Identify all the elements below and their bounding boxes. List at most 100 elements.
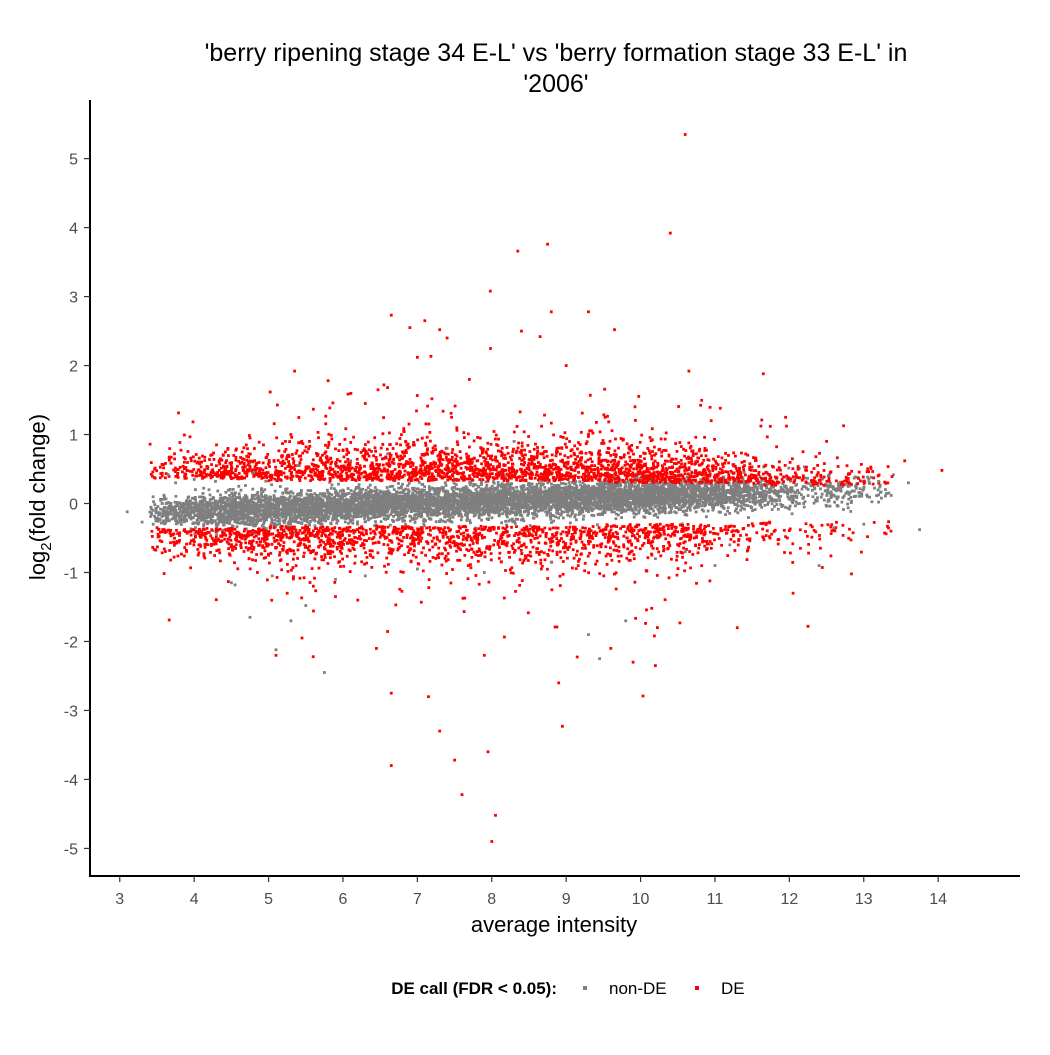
non-de-point-cloud [318,517,322,521]
non-de-point-cloud [194,503,198,507]
non-de-point-cloud [569,505,572,509]
non-de-point-cloud [251,520,255,524]
non-de-point-cloud [412,486,416,490]
non-de-point-cloud [538,481,541,485]
non-de-point-cloud [746,491,750,495]
non-de-point-cloud [278,485,282,488]
non-de-point-cloud [170,517,174,521]
non-de-point-cloud [161,512,165,516]
non-de-point-cloud [649,497,653,500]
non-de-point-cloud [479,508,483,511]
non-de-point-cloud [615,512,618,516]
non-de-point-cloud [774,499,777,503]
non-de-point-cloud [617,513,620,517]
non-de-point-cloud [614,492,618,496]
non-de-point-cloud [742,470,746,474]
non-de-point-cloud [351,518,355,522]
non-de-point-cloud [153,514,156,518]
non-de-point-cloud [534,499,537,502]
non-de-point-cloud [334,515,338,518]
non-de-point-cloud [432,504,436,508]
non-de-point-cloud [482,502,486,506]
non-de-point-cloud [605,503,609,507]
non-de-point-cloud [530,490,534,494]
non-de-point-cloud [405,500,409,504]
non-de-point-cloud [154,509,158,513]
non-de-point-cloud [509,485,512,489]
non-de-point-cloud [739,495,742,499]
non-de-point-cloud [444,492,448,496]
non-de-point-cloud [519,506,522,510]
non-de-point-cloud [596,513,600,516]
non-de-point-cloud [476,510,479,514]
non-de-point-cloud [385,499,388,503]
non-de-point-cloud [520,492,524,495]
non-de-point-cloud [841,496,845,500]
non-de-point-cloud [329,512,332,516]
non-de-point-cloud [533,503,536,507]
non-de-point-cloud [810,488,814,492]
non-de-point-cloud [370,512,373,516]
non-de-point-cloud [509,508,513,512]
non-de-point-cloud [480,483,483,486]
non-de-point-cloud [648,491,651,495]
non-de-point-cloud [498,484,502,487]
non-de-point-cloud [732,500,736,504]
non-de-point-cloud [505,523,508,527]
non-de-point-cloud [296,501,300,505]
non-de-point-cloud [483,504,487,507]
non-de-point-cloud [763,503,767,507]
non-de-point-cloud [698,502,702,505]
non-de-point-cloud [759,503,762,507]
non-de-point-cloud [246,502,250,506]
non-de-point-cloud [227,488,230,492]
non-de-point-cloud [287,509,291,513]
non-de-point-cloud [531,503,535,507]
non-de-point-cloud [307,514,310,517]
non-de-point-cloud [557,486,560,490]
non-de-point-cloud [527,512,530,515]
non-de-point-cloud [806,494,810,497]
non-de-point-cloud [806,476,809,480]
non-de-point-cloud [244,503,248,507]
non-de-point-cloud [325,497,329,500]
non-de-point-cloud [395,505,399,509]
non-de-point-cloud [728,496,732,500]
non-de-point-cloud [503,500,507,504]
non-de-point-cloud [574,479,578,483]
non-de-point-cloud [151,509,155,512]
non-de-point-cloud [306,517,309,521]
non-de-point-cloud [154,506,158,510]
non-de-point-cloud [426,514,430,518]
non-de-point-cloud [452,489,455,493]
non-de-point-cloud [606,495,610,499]
non-de-point-cloud [501,488,505,492]
non-de-point-cloud [397,518,401,521]
non-de-point-cloud [487,512,490,516]
non-de-point-cloud [858,487,862,491]
non-de-point-cloud [673,504,676,508]
non-de-point-cloud [835,489,839,493]
non-de-point-cloud [226,519,229,522]
non-de-point-cloud [826,474,830,478]
non-de-point-cloud [459,518,463,522]
non-de-point-cloud [208,515,211,519]
non-de-point-cloud [519,485,523,488]
non-de-point-cloud [248,520,252,524]
non-de-point-cloud [485,489,489,493]
non-de-point-cloud [503,493,507,497]
non-de-point-cloud [844,492,848,495]
non-de-point-cloud [841,485,844,489]
non-de-point-cloud [309,507,313,511]
non-de-point-cloud [575,486,578,490]
non-de-point-cloud [533,510,537,514]
non-de-point-cloud [850,499,853,503]
non-de-point-cloud [658,486,662,489]
non-de-point-cloud [419,498,423,501]
non-de-point-cloud [455,511,458,515]
non-de-point-cloud [527,488,530,491]
non-de-point-cloud [736,504,740,508]
non-de-point-cloud [253,514,257,518]
non-de-point-cloud [468,493,472,496]
